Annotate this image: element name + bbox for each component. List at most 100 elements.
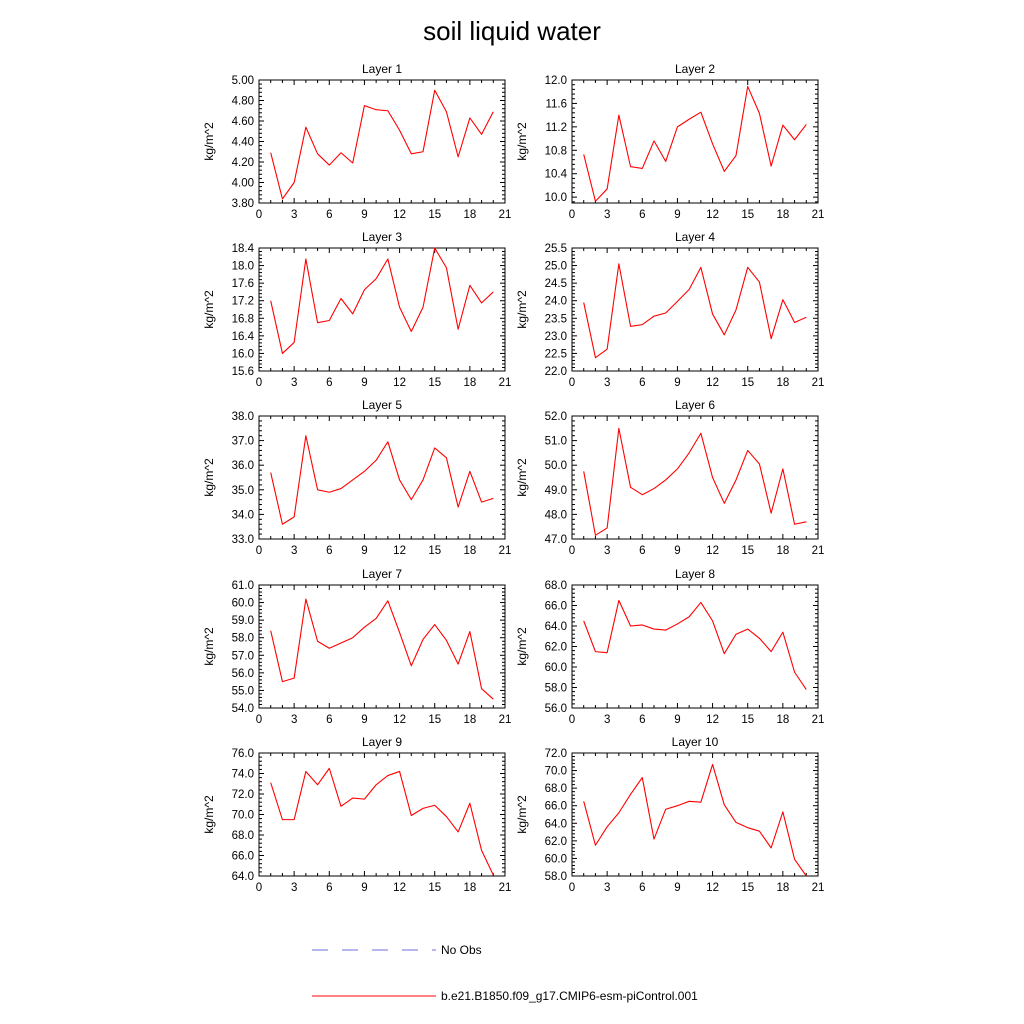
y-tick-label: 10.0	[545, 192, 567, 204]
y-tick-label: 24.0	[545, 296, 567, 308]
x-tick-label: 0	[256, 714, 262, 726]
x-tick-label: 18	[776, 545, 789, 557]
x-tick-label: 18	[463, 545, 476, 557]
x-tick-label: 18	[463, 377, 476, 389]
plot-frame	[571, 247, 819, 372]
x-tick-label: 6	[326, 882, 332, 894]
x-tick-label: 15	[741, 377, 754, 389]
x-tick-label: 6	[639, 882, 645, 894]
y-tick-label: 51.0	[545, 436, 567, 448]
panel-title: Layer 2	[675, 62, 715, 76]
y-tick-label: 10.8	[545, 145, 567, 157]
y-tick-label: 34.0	[232, 509, 254, 521]
y-tick-label: 18.4	[232, 243, 255, 255]
x-tick-label: 3	[291, 882, 297, 894]
y-tick-label: 16.8	[232, 313, 254, 325]
x-tick-label: 21	[499, 545, 512, 557]
series-line	[583, 763, 807, 877]
panel-title: Layer 9	[362, 735, 402, 749]
y-tick-label: 60.0	[545, 853, 567, 865]
series-line	[583, 263, 807, 359]
y-tick-label: 17.6	[232, 278, 254, 290]
panel-title: Layer 4	[675, 230, 715, 244]
x-tick-label: 12	[393, 209, 406, 221]
x-tick-label: 18	[776, 714, 789, 726]
panel-layer-10: Layer 10 0 3 6 9 12 15 18 21 58.0 60.0 62.0 64.0 66.0…	[515, 735, 824, 894]
x-tick-label: 3	[291, 714, 297, 726]
plot-frame	[571, 415, 819, 540]
x-tick-label: 0	[256, 377, 262, 389]
series-line	[270, 767, 494, 876]
y-tick-label: 23.5	[545, 313, 567, 325]
y-tick-label: 61.0	[232, 580, 254, 592]
x-tick-label: 9	[361, 209, 367, 221]
y-tick-label: 56.0	[545, 703, 567, 715]
y-tick-label: 70.0	[545, 766, 567, 778]
x-tick-label: 21	[812, 377, 825, 389]
x-tick-label: 15	[741, 882, 754, 894]
y-tick-label: 66.0	[232, 851, 254, 863]
figure-title: soil liquid water	[423, 16, 601, 46]
panel-title: Layer 10	[672, 735, 719, 749]
x-tick-label: 3	[291, 377, 297, 389]
x-tick-label: 3	[604, 209, 610, 221]
x-tick-label: 21	[812, 545, 825, 557]
series-line	[583, 427, 807, 536]
y-tick-label: 47.0	[545, 534, 567, 546]
x-tick-label: 6	[326, 714, 332, 726]
y-tick-label: 56.0	[232, 668, 254, 680]
x-tick-label: 0	[569, 882, 575, 894]
y-tick-label: 68.0	[545, 580, 567, 592]
panel-title: Layer 5	[362, 398, 402, 412]
y-tick-label: 33.0	[232, 534, 254, 546]
panel-title: Layer 7	[362, 567, 402, 581]
legend-label: b.e21.B1850.f09_g17.CMIP6-esm-piControl.…	[441, 989, 698, 1003]
x-tick-label: 15	[428, 209, 441, 221]
y-tick-label: 22.5	[545, 348, 567, 360]
plot-frame	[258, 415, 506, 540]
y-tick-label: 66.0	[545, 801, 567, 813]
y-tick-label: 22.0	[545, 366, 567, 378]
y-tick-label: 25.5	[545, 243, 567, 255]
panel-title: Layer 3	[362, 230, 402, 244]
y-tick-label: 74.0	[232, 769, 254, 781]
x-tick-label: 6	[326, 545, 332, 557]
x-tick-label: 6	[639, 545, 645, 557]
x-tick-label: 0	[569, 377, 575, 389]
x-tick-label: 18	[776, 882, 789, 894]
y-tick-label: 3.80	[232, 198, 254, 210]
y-tick-label: 24.5	[545, 278, 567, 290]
y-tick-label: 66.0	[545, 601, 567, 613]
panel-layer-9: Layer 9 0 3 6 9 12 15 18 21 64.0 66.0 68.0 70.0 72.0 7…	[202, 735, 511, 894]
x-tick-label: 3	[604, 377, 610, 389]
x-tick-label: 15	[428, 545, 441, 557]
y-tick-label: 4.40	[232, 137, 254, 149]
x-tick-label: 15	[428, 377, 441, 389]
plot-frame	[258, 584, 506, 709]
x-tick-label: 12	[706, 377, 719, 389]
y-tick-label: 64.0	[545, 818, 567, 830]
x-tick-label: 0	[256, 882, 262, 894]
x-tick-label: 9	[361, 545, 367, 557]
x-tick-label: 9	[674, 209, 680, 221]
x-tick-label: 9	[674, 377, 680, 389]
y-tick-label: 54.0	[232, 703, 254, 715]
y-tick-label: 36.0	[232, 460, 254, 472]
panel-layer-7: Layer 7 0 3 6 9 12 15 18 21 54.0 55.0 56.0 57.0 58.0 5…	[202, 567, 511, 726]
y-tick-label: 58.0	[232, 633, 254, 645]
y-tick-label: 38.0	[232, 411, 254, 423]
x-tick-label: 0	[256, 209, 262, 221]
series-line	[270, 598, 494, 700]
y-tick-label: 35.0	[232, 485, 254, 497]
x-tick-label: 12	[393, 714, 406, 726]
y-axis-label: kg/m^2	[515, 122, 529, 161]
x-tick-label: 12	[706, 882, 719, 894]
x-tick-label: 21	[499, 882, 512, 894]
x-tick-label: 0	[256, 545, 262, 557]
y-tick-label: 4.00	[232, 178, 254, 190]
y-tick-label: 68.0	[232, 830, 254, 842]
y-tick-label: 60.0	[232, 598, 254, 610]
y-axis-label: kg/m^2	[202, 122, 216, 161]
